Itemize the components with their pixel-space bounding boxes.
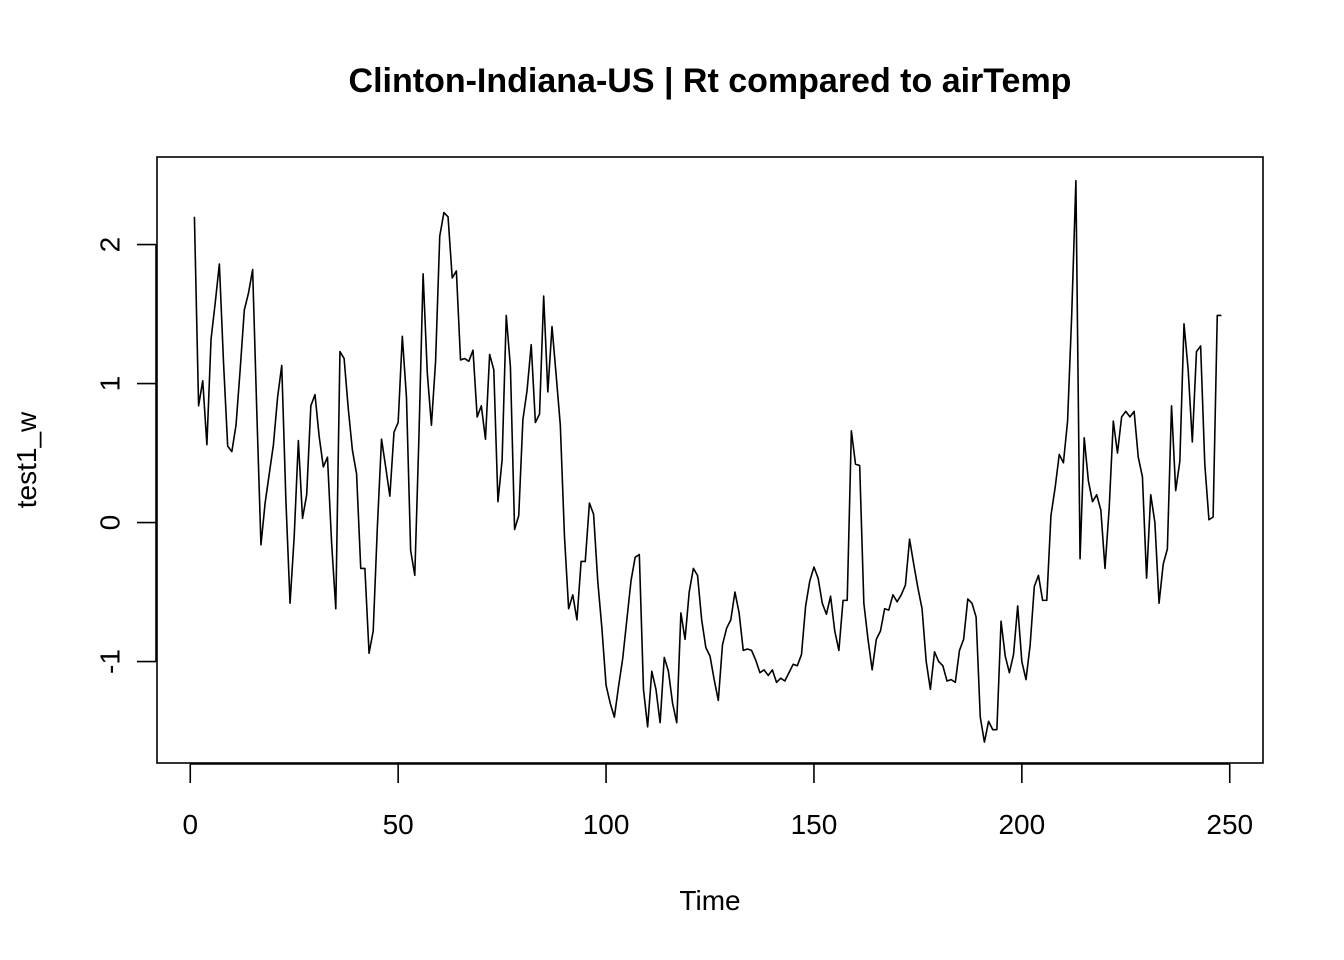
x-axis: 0 50 100 150 200 250 xyxy=(182,763,1253,840)
x-tick-label: 250 xyxy=(1206,809,1253,840)
x-axis-label: Time xyxy=(679,885,740,916)
x-tick-label: 50 xyxy=(383,809,414,840)
y-tick-label: -1 xyxy=(95,649,126,674)
x-tick-label: 200 xyxy=(998,809,1045,840)
chart-title: Clinton-Indiana-US | Rt compared to airT… xyxy=(349,62,1072,100)
series-line xyxy=(193,179,1222,743)
plot-frame xyxy=(156,156,1264,764)
y-axis-label: test1_w xyxy=(11,411,42,508)
x-tick-label: 0 xyxy=(182,809,198,840)
y-tick-label: 0 xyxy=(95,515,126,531)
y-axis: -1 0 1 2 xyxy=(95,237,157,674)
x-tick-label: 100 xyxy=(583,809,630,840)
y-tick-label: 2 xyxy=(95,237,126,253)
x-tick-label: 150 xyxy=(791,809,838,840)
y-tick-label: 1 xyxy=(95,376,126,392)
